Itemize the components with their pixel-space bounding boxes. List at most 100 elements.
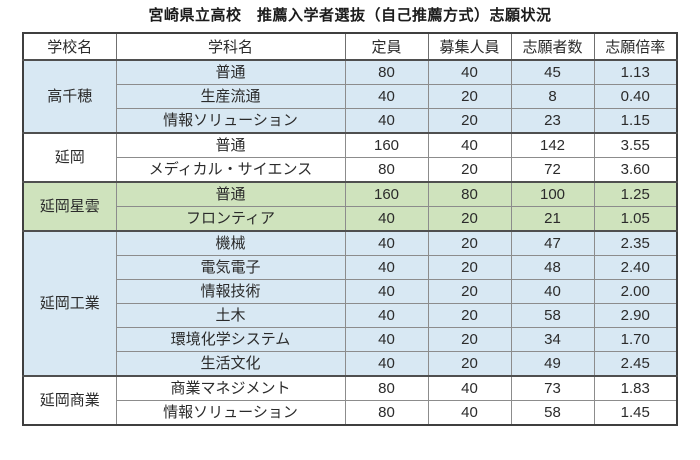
ratio-cell: 1.83: [593, 375, 678, 401]
applicants-cell: 58: [510, 303, 595, 328]
ratio-cell: 3.55: [593, 132, 678, 158]
header-row: 学校名 学科名 定員 募集人員 志願者数 志願倍率: [22, 32, 678, 61]
col-header-ratio: 志願倍率: [593, 32, 678, 61]
capacity-cell: 40: [344, 303, 429, 328]
recruit-cell: 20: [427, 206, 512, 232]
capacity-cell: 160: [344, 132, 429, 158]
recruit-cell: 40: [427, 132, 512, 158]
recruit-cell: 40: [427, 59, 512, 85]
ratio-cell: 1.70: [593, 327, 678, 352]
school-name-cell: 延岡: [22, 132, 117, 183]
applicants-cell: 49: [510, 351, 595, 377]
dept-cell: 電気電子: [115, 255, 346, 280]
table-row: 延岡商業 商業マネジメント 80 40 73 1.83: [22, 375, 678, 426]
dept-cell: メディカル・サイエンス: [115, 157, 346, 183]
recruit-cell: 20: [427, 327, 512, 352]
capacity-cell: 80: [344, 157, 429, 183]
ratio-cell: 3.60: [593, 157, 678, 183]
ratio-cell: 2.35: [593, 230, 678, 256]
applicants-cell: 23: [510, 108, 595, 134]
ratio-cell: 1.05: [593, 206, 678, 232]
table-row: 延岡 普通 160 40 142 3.55: [22, 132, 678, 183]
table-row: 高千穂 普通 80 40 45 1.13: [22, 59, 678, 134]
applicants-cell: 72: [510, 157, 595, 183]
school-name-cell: 延岡星雲: [22, 181, 117, 232]
capacity-cell: 40: [344, 255, 429, 280]
dept-cell: 生活文化: [115, 351, 346, 377]
dept-cell: 普通: [115, 59, 346, 85]
recruit-cell: 20: [427, 230, 512, 256]
recruit-cell: 20: [427, 351, 512, 377]
recruit-cell: 40: [427, 400, 512, 426]
col-header-school: 学校名: [22, 32, 117, 61]
capacity-cell: 80: [344, 375, 429, 401]
dept-cell: 情報ソリューション: [115, 108, 346, 134]
dept-cell: 普通: [115, 181, 346, 207]
dept-cell: 土木: [115, 303, 346, 328]
school-name-cell: 延岡工業: [22, 230, 117, 377]
applicants-cell: 21: [510, 206, 595, 232]
table-row: 情報ソリューション 80 40 58 1.45: [23, 400, 678, 426]
applicants-cell: 45: [510, 59, 595, 85]
dept-cell: 情報技術: [115, 279, 346, 304]
recruit-cell: 20: [427, 157, 512, 183]
recruit-cell: 20: [427, 303, 512, 328]
dept-cell: 生産流通: [115, 84, 346, 109]
page-title: 宮崎県立高校 推薦入学者選抜（自己推薦方式）志願状況: [148, 7, 552, 24]
applicants-cell: 58: [510, 400, 595, 426]
table-row: 延岡工業 機械 40 20 47 2.35: [22, 230, 678, 377]
table-row: 電気電子 40 20 48 2.40: [23, 255, 678, 280]
table-row: 土木 40 20 58 2.90: [23, 303, 678, 328]
ratio-cell: 0.40: [593, 84, 678, 109]
dept-cell: 環境化学システム: [115, 327, 346, 352]
capacity-cell: 80: [344, 59, 429, 85]
table-row: 情報技術 40 20 40 2.00: [23, 279, 678, 304]
recruit-cell: 80: [427, 181, 512, 207]
ratio-cell: 1.13: [593, 59, 678, 85]
applicants-cell: 142: [510, 132, 595, 158]
col-header-recruit: 募集人員: [427, 32, 512, 61]
applicants-cell: 47: [510, 230, 595, 256]
ratio-cell: 2.90: [593, 303, 678, 328]
col-header-dept: 学科名: [115, 32, 346, 61]
school-name-cell: 延岡商業: [22, 375, 117, 426]
recruit-cell: 20: [427, 255, 512, 280]
capacity-cell: 40: [344, 279, 429, 304]
ratio-cell: 2.00: [593, 279, 678, 304]
table-row: 生産流通 40 20 8 0.40: [23, 84, 678, 109]
applicants-cell: 40: [510, 279, 595, 304]
table-row: 延岡星雲 普通 160 80 100 1.25: [22, 181, 678, 232]
dept-cell: 情報ソリューション: [115, 400, 346, 426]
recruit-cell: 20: [427, 108, 512, 134]
dept-cell: フロンティア: [115, 206, 346, 232]
applicants-cell: 8: [510, 84, 595, 109]
applicants-cell: 34: [510, 327, 595, 352]
table-row: 情報ソリューション 40 20 23 1.15: [23, 108, 678, 134]
dept-cell: 商業マネジメント: [115, 375, 346, 401]
ratio-cell: 1.45: [593, 400, 678, 426]
recruit-cell: 20: [427, 279, 512, 304]
applicants-cell: 100: [510, 181, 595, 207]
ratio-cell: 2.45: [593, 351, 678, 377]
table-row: 生活文化 40 20 49 2.45: [23, 351, 678, 377]
admissions-table: 学校名 学科名 定員 募集人員 志願者数 志願倍率 高千穂 普通 80 40 4…: [22, 32, 678, 426]
capacity-cell: 40: [344, 108, 429, 134]
dept-cell: 普通: [115, 132, 346, 158]
col-header-applicants: 志願者数: [510, 32, 595, 61]
capacity-cell: 40: [344, 84, 429, 109]
table-row: フロンティア 40 20 21 1.05: [23, 206, 678, 232]
dept-cell: 機械: [115, 230, 346, 256]
capacity-cell: 40: [344, 351, 429, 377]
recruit-cell: 40: [427, 375, 512, 401]
applicants-cell: 73: [510, 375, 595, 401]
col-header-capacity: 定員: [344, 32, 429, 61]
applicants-cell: 48: [510, 255, 595, 280]
ratio-cell: 2.40: [593, 255, 678, 280]
school-name-cell: 高千穂: [22, 59, 117, 134]
ratio-cell: 1.25: [593, 181, 678, 207]
capacity-cell: 40: [344, 230, 429, 256]
table-row: 環境化学システム 40 20 34 1.70: [23, 327, 678, 352]
capacity-cell: 80: [344, 400, 429, 426]
recruit-cell: 20: [427, 84, 512, 109]
capacity-cell: 40: [344, 327, 429, 352]
